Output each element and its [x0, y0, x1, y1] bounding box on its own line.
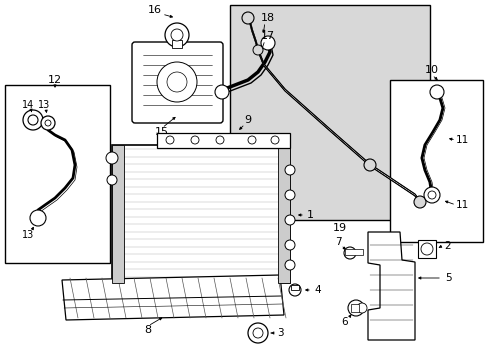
- Circle shape: [285, 240, 294, 250]
- Text: 11: 11: [454, 200, 468, 210]
- FancyBboxPatch shape: [132, 42, 223, 123]
- Circle shape: [30, 210, 46, 226]
- Bar: [278, 145, 289, 283]
- Circle shape: [413, 196, 425, 208]
- Circle shape: [356, 303, 366, 313]
- Circle shape: [270, 136, 279, 144]
- Circle shape: [247, 323, 267, 343]
- Bar: [112, 145, 124, 283]
- Circle shape: [423, 187, 439, 203]
- Bar: [229, 5, 429, 220]
- Bar: [172, 40, 182, 48]
- Text: 1: 1: [306, 210, 313, 220]
- Circle shape: [343, 247, 355, 259]
- Bar: [112, 145, 289, 283]
- Text: 10: 10: [424, 65, 438, 75]
- Bar: [290, 285, 298, 290]
- Circle shape: [215, 85, 228, 99]
- Text: 13: 13: [22, 230, 34, 240]
- Polygon shape: [62, 275, 284, 320]
- Circle shape: [285, 165, 294, 175]
- Circle shape: [28, 115, 38, 125]
- Text: 14: 14: [22, 100, 34, 110]
- Circle shape: [247, 136, 256, 144]
- Circle shape: [45, 120, 51, 126]
- Text: 8: 8: [144, 325, 151, 335]
- Polygon shape: [367, 232, 414, 340]
- Bar: [417, 240, 435, 258]
- Bar: [157, 133, 289, 148]
- Circle shape: [261, 36, 274, 50]
- Text: 13: 13: [38, 100, 50, 110]
- Text: 7: 7: [334, 237, 341, 247]
- Circle shape: [191, 136, 199, 144]
- Circle shape: [164, 23, 189, 47]
- Circle shape: [41, 116, 55, 130]
- Circle shape: [420, 243, 432, 255]
- Text: 12: 12: [48, 75, 62, 85]
- Text: 9: 9: [244, 115, 251, 125]
- Bar: [350, 304, 358, 312]
- Circle shape: [165, 136, 174, 144]
- Circle shape: [242, 12, 253, 24]
- Text: 3: 3: [276, 328, 283, 338]
- Circle shape: [167, 72, 186, 92]
- Circle shape: [288, 284, 301, 296]
- Circle shape: [285, 190, 294, 200]
- Text: 19: 19: [332, 223, 346, 233]
- Circle shape: [429, 85, 443, 99]
- Circle shape: [285, 215, 294, 225]
- Circle shape: [252, 45, 263, 55]
- Text: 5: 5: [444, 273, 450, 283]
- Text: 2: 2: [444, 241, 450, 251]
- Circle shape: [106, 152, 118, 164]
- Circle shape: [216, 136, 224, 144]
- Circle shape: [23, 110, 43, 130]
- Text: 15: 15: [155, 127, 169, 137]
- Text: 18: 18: [261, 13, 274, 23]
- Circle shape: [252, 328, 263, 338]
- Circle shape: [363, 159, 375, 171]
- Text: 11: 11: [454, 135, 468, 145]
- Circle shape: [171, 29, 183, 41]
- Text: 6: 6: [341, 317, 347, 327]
- Bar: [5, 85, 110, 263]
- Text: 16: 16: [148, 5, 162, 15]
- Text: 4: 4: [314, 285, 321, 295]
- Circle shape: [107, 175, 117, 185]
- Circle shape: [285, 260, 294, 270]
- Bar: [389, 80, 482, 242]
- Circle shape: [427, 191, 435, 199]
- Circle shape: [347, 300, 363, 316]
- Circle shape: [157, 62, 197, 102]
- Text: 17: 17: [261, 31, 274, 41]
- Bar: [345, 249, 362, 255]
